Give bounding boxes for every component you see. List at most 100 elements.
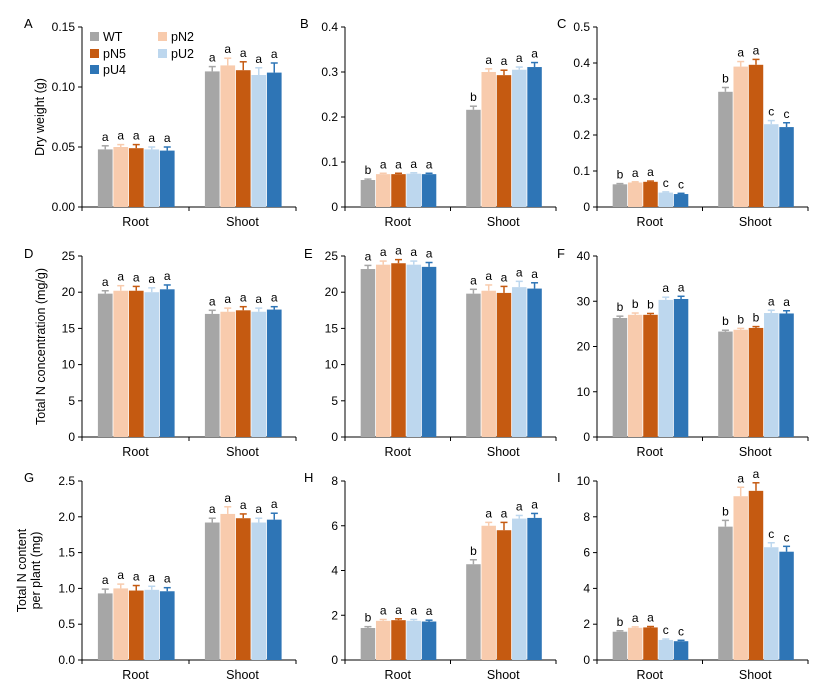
significance-letter: c — [784, 107, 790, 121]
bar-pu4-shoot — [527, 288, 542, 437]
y-tick-label: 0.4 — [321, 20, 338, 34]
bar-pn2-root — [375, 174, 391, 207]
bar-wt-shoot — [718, 526, 733, 660]
bar-pn5-shoot — [496, 75, 512, 208]
bar-wt-root — [360, 269, 376, 437]
significance-letter: a — [410, 604, 417, 618]
significance-letter: a — [632, 611, 639, 625]
bar-pu4-shoot — [779, 127, 794, 207]
y-tick-label: 2 — [331, 608, 338, 622]
bar-wt-shoot — [466, 564, 481, 660]
bar-pn5-root — [391, 620, 406, 660]
bar-pn2-root — [627, 182, 643, 207]
bar-pn5-shoot — [496, 530, 512, 660]
y-tick-label: 0.4 — [573, 56, 590, 70]
significance-letter: a — [485, 506, 492, 520]
significance-letter: a — [365, 249, 372, 263]
y-tick-label: 5 — [331, 394, 338, 408]
significance-letter: b — [470, 544, 477, 558]
significance-letter: a — [531, 267, 538, 281]
bar-pu2-root — [658, 192, 674, 207]
significance-letter: b — [753, 311, 760, 325]
bar-wt-root — [612, 184, 628, 207]
significance-letter: a — [255, 292, 262, 306]
significance-letter: b — [722, 314, 729, 328]
significance-letter: a — [224, 491, 231, 505]
bar-pu4-root — [673, 641, 689, 660]
significance-letter: a — [117, 568, 124, 582]
legend-swatch-pu4 — [90, 65, 99, 74]
significance-letter: a — [485, 53, 492, 67]
bar-pn2-shoot — [733, 496, 748, 660]
bar-pu4-root — [159, 289, 175, 437]
significance-letter: a — [380, 604, 387, 618]
significance-letter: a — [209, 294, 216, 308]
panel-letter: F — [557, 246, 565, 261]
significance-letter: a — [380, 157, 387, 171]
x-tick-label: Shoot — [487, 445, 520, 459]
x-tick-label: Root — [637, 215, 664, 229]
y-tick-label: 10 — [325, 358, 339, 372]
significance-letter: a — [426, 157, 433, 171]
panel-letter: H — [304, 470, 313, 485]
bar-wt-shoot — [466, 293, 481, 437]
x-tick-label: Root — [385, 445, 412, 459]
bar-pu4-shoot — [527, 67, 542, 207]
x-tick-label: Root — [385, 668, 412, 682]
bar-pu2-root — [144, 149, 160, 207]
bar-wt-root — [612, 631, 628, 660]
significance-letter: a — [148, 570, 155, 584]
y-axis-title: Dry weight (g) — [33, 78, 47, 156]
y-tick-label: 0.1 — [321, 155, 338, 169]
bar-pn2-root — [113, 147, 129, 207]
bar-wt-shoot — [466, 109, 481, 207]
legend-swatch-pn5 — [90, 49, 99, 58]
legend-label-pu2: pU2 — [171, 47, 194, 61]
y-tick-label: 6 — [331, 519, 338, 533]
significance-letter: c — [663, 623, 669, 637]
bar-pu4-shoot — [779, 313, 794, 437]
significance-letter: a — [678, 280, 685, 294]
x-tick-label: Root — [637, 445, 664, 459]
y-tick-label: 0 — [331, 430, 338, 444]
bar-pu2-shoot — [512, 518, 527, 660]
y-tick-label: 30 — [577, 294, 591, 308]
significance-letter: a — [395, 244, 402, 258]
significance-letter: b — [617, 300, 624, 314]
bar-pn2-root — [113, 588, 129, 660]
bar-pu2-shoot — [251, 522, 267, 660]
significance-letter: a — [148, 131, 155, 145]
significance-letter: a — [133, 570, 140, 584]
significance-letter: a — [240, 498, 247, 512]
bar-pu4-shoot — [266, 519, 282, 660]
significance-letter: a — [164, 131, 171, 145]
bar-pn5-shoot — [496, 292, 512, 437]
bar-pn5-root — [391, 174, 406, 207]
y-tick-label: 10 — [577, 385, 591, 399]
x-tick-label: Shoot — [226, 445, 259, 459]
significance-letter: a — [271, 497, 278, 511]
panel-letter: D — [24, 246, 33, 261]
significance-letter: a — [426, 604, 433, 618]
x-tick-label: Shoot — [226, 215, 259, 229]
bar-pu4-shoot — [527, 517, 542, 660]
bar-pu4-root — [421, 174, 437, 207]
x-tick-label: Shoot — [487, 668, 520, 682]
bar-pu4-root — [159, 591, 175, 660]
significance-letter: a — [485, 269, 492, 283]
y-tick-label: 0.0 — [58, 653, 75, 667]
significance-letter: a — [426, 247, 433, 261]
x-tick-label: Shoot — [739, 445, 772, 459]
significance-letter: a — [470, 273, 477, 287]
significance-letter: a — [516, 265, 523, 279]
bar-pn2-root — [113, 290, 129, 437]
panel-letter: G — [24, 470, 34, 485]
y-axis-title: Total N concentration (mg/g) — [34, 268, 48, 425]
significance-letter: a — [255, 52, 262, 66]
significance-letter: a — [240, 291, 247, 305]
bar-pu4-root — [421, 266, 437, 437]
significance-letter: a — [531, 47, 538, 61]
significance-letter: a — [516, 499, 523, 513]
